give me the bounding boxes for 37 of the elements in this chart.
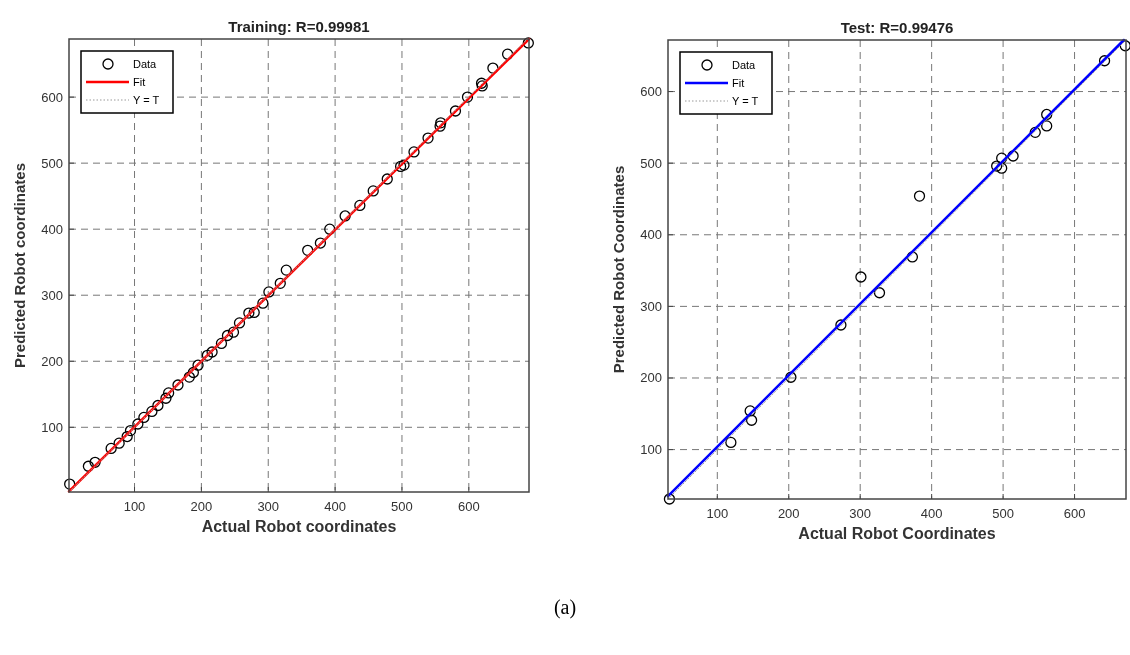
- legend-label: Data: [133, 58, 158, 70]
- legend-label: Fit: [732, 77, 745, 89]
- x-tick-label: 100: [123, 499, 146, 514]
- y-tick-label: 200: [640, 370, 662, 386]
- x-tick-label: 600: [1063, 506, 1086, 521]
- y-tick-label: 200: [41, 353, 63, 369]
- chart-title: Training: R=0.99981: [228, 18, 370, 35]
- legend-label: Data: [732, 59, 757, 71]
- x-tick-label: 200: [190, 499, 213, 514]
- x-tick-label: 100: [706, 506, 729, 521]
- y-tick-label: 400: [640, 227, 662, 243]
- y-tick-label: 600: [41, 89, 63, 105]
- y-axis-title: Predicted Robot Coordinates: [610, 165, 627, 374]
- x-tick-label: 300: [257, 499, 280, 514]
- legend-label: Fit: [133, 76, 146, 88]
- y-tick-label: 400: [41, 221, 63, 237]
- y-tick-label: 500: [640, 155, 662, 171]
- legend-label: Y = T: [133, 94, 160, 106]
- y-tick-label: 300: [640, 298, 662, 314]
- x-tick-label: 400: [324, 499, 346, 514]
- x-tick-label: 200: [777, 506, 800, 521]
- x-tick-label: 300: [849, 506, 872, 521]
- legend-label: Y = T: [732, 95, 759, 107]
- chart-title: Test: R=0.99476: [840, 19, 954, 36]
- text: (a): [553, 596, 577, 619]
- x-tick-label: 500: [391, 499, 413, 514]
- y-tick-label: 100: [41, 419, 63, 435]
- x-tick-label: 500: [992, 506, 1014, 521]
- y-tick-label: 600: [640, 84, 662, 100]
- x-axis-title: Actual Robot coordinates: [201, 518, 397, 535]
- y-tick-label: 500: [41, 155, 63, 171]
- x-tick-label: 600: [457, 499, 480, 514]
- y-tick-label: 300: [41, 287, 63, 303]
- x-tick-label: 400: [920, 506, 943, 521]
- y-axis-title: Predicted Robot coordinates: [11, 162, 28, 369]
- x-axis-title: Actual Robot Coordinates: [798, 525, 996, 542]
- y-tick-label: 100: [640, 442, 662, 458]
